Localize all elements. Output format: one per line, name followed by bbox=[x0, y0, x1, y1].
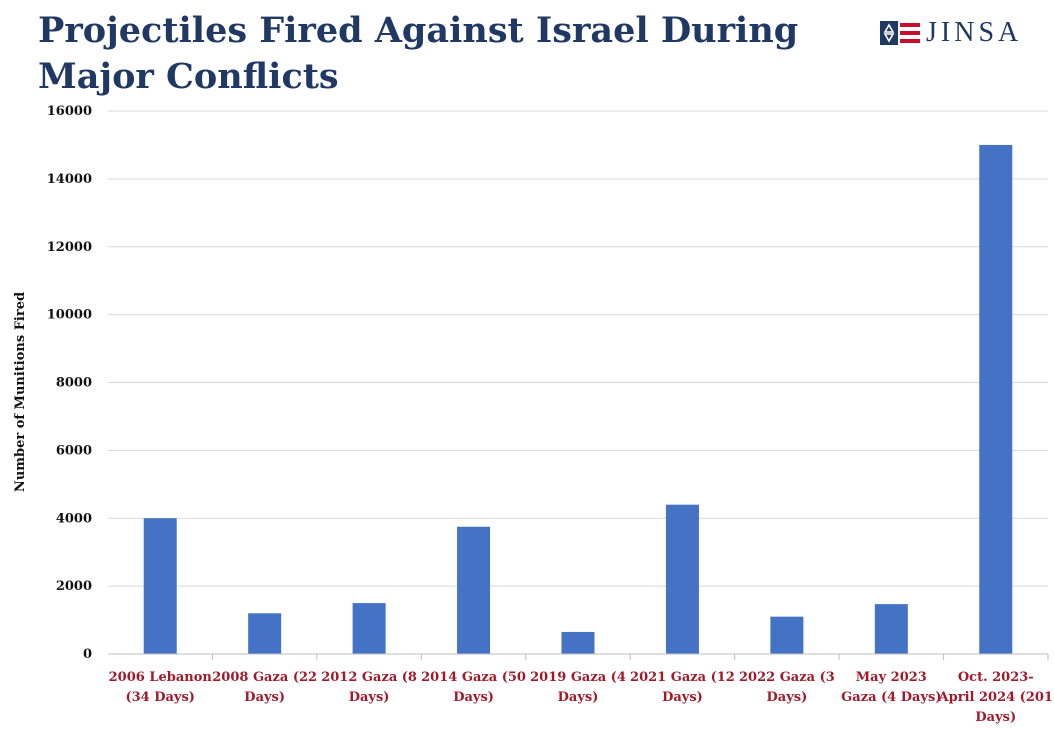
bar bbox=[248, 613, 281, 654]
bar bbox=[353, 603, 386, 654]
x-tick-label: 2006 Lebanon bbox=[109, 670, 213, 685]
x-tick-label: Days) bbox=[662, 690, 703, 705]
bar bbox=[875, 604, 908, 654]
x-tick-label: 2012 Gaza (8 bbox=[321, 670, 417, 685]
bar bbox=[144, 518, 177, 654]
bar bbox=[979, 145, 1012, 654]
x-tick-label: Oct. 2023- bbox=[958, 670, 1034, 685]
x-tick-label: 2019 Gaza (4 bbox=[530, 670, 626, 685]
y-tick-label: 8000 bbox=[56, 376, 92, 391]
x-tick-label: 2022 Gaza (3 bbox=[739, 670, 835, 685]
bars bbox=[144, 145, 1013, 654]
x-tick-label: Days) bbox=[453, 690, 494, 705]
x-tick-label: Days) bbox=[558, 690, 599, 705]
y-tick-label: 4000 bbox=[56, 511, 92, 526]
x-tick-label: 2008 Gaza (22 bbox=[212, 670, 317, 685]
x-tick-label: April 2024 (201 bbox=[938, 690, 1053, 705]
bar bbox=[770, 617, 803, 654]
y-tick-label: 16000 bbox=[47, 104, 92, 119]
y-tick-label: 12000 bbox=[47, 240, 92, 255]
x-axis-ticks: 2006 Lebanon (34 Days) 2008 Gaza (22 Days) 2… bbox=[109, 654, 1053, 725]
grid-lines bbox=[108, 111, 1048, 586]
x-tick-label: 2021 Gaza (12 bbox=[630, 670, 735, 685]
x-tick-label: May 2023 bbox=[856, 670, 927, 685]
x-tick-label: Days) bbox=[349, 690, 390, 705]
x-tick-label: 2014 Gaza (50 bbox=[421, 670, 526, 685]
x-tick-label: Days) bbox=[244, 690, 285, 705]
y-tick-label: 0 bbox=[83, 647, 92, 662]
y-tick-label: 6000 bbox=[56, 443, 92, 458]
x-tick-label: Days) bbox=[767, 690, 808, 705]
bar bbox=[457, 527, 490, 654]
bar bbox=[562, 632, 595, 654]
y-axis-label: Number of Munitions Fired bbox=[13, 292, 28, 492]
x-tick-label: (34 Days) bbox=[125, 690, 195, 705]
y-tick-label: 2000 bbox=[56, 579, 92, 594]
x-tick-label: Gaza (4 Days) bbox=[841, 690, 941, 705]
x-tick-label: Days) bbox=[975, 710, 1016, 725]
y-tick-label: 14000 bbox=[47, 172, 92, 187]
y-axis-ticks: 0 2000 4000 6000 8000 10000 12000 14000 16000 bbox=[47, 104, 92, 662]
bar bbox=[666, 505, 699, 654]
y-tick-label: 10000 bbox=[47, 308, 92, 323]
